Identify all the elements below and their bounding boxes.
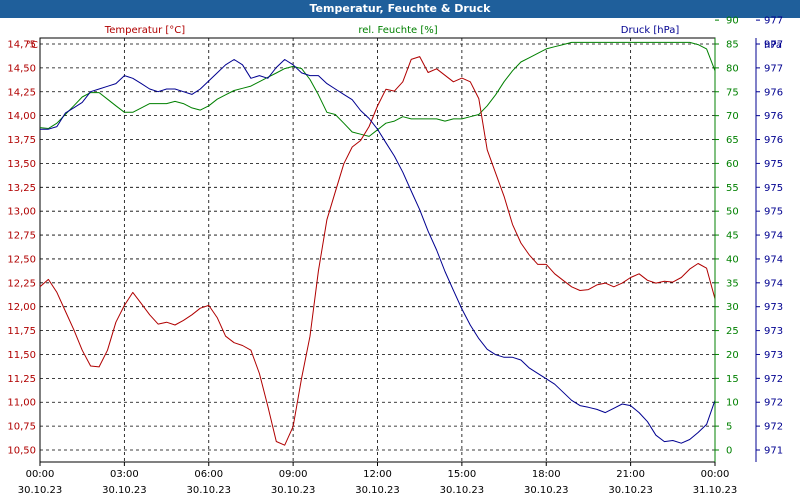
temperature-tick-label: 12,00 (7, 302, 36, 313)
pressure-tick-label: 972 (764, 374, 783, 385)
humidity-tick-label: 20 (726, 350, 739, 361)
humidity-tick-label: 95 (726, 0, 739, 3)
pressure-tick-label: 971 (764, 446, 783, 457)
pressure-tick-label: 977 (764, 16, 783, 27)
temperature-tick-label: 12,25 (7, 278, 36, 289)
x-tick-label-date: 31.10.23 (693, 485, 738, 496)
temperature-tick-label: 11,50 (7, 350, 36, 361)
temperature-tick-label: 12,50 (7, 254, 36, 265)
pressure-tick-label: 973 (764, 302, 783, 313)
humidity-tick-label: 85 (726, 40, 739, 51)
x-tick-label-date: 30.10.23 (271, 485, 316, 496)
humidity-tick-label: 90 (726, 16, 739, 27)
temperature-tick-label: 13,00 (7, 207, 36, 218)
temperature-tick-label: 10,50 (7, 446, 36, 457)
pressure-tick-label: 974 (764, 231, 783, 242)
x-tick-label-date: 30.10.23 (608, 485, 653, 496)
humidity-tick-label: 0 (726, 446, 732, 457)
humidity-tick-label: 65 (726, 135, 739, 146)
humidity-tick-label: 15 (726, 374, 739, 385)
pressure-tick-label: 973 (764, 326, 783, 337)
temperature-tick-label: 11,75 (7, 326, 36, 337)
pressure-tick-label: 972 (764, 422, 783, 433)
pressure-tick-label: 974 (764, 278, 783, 289)
x-tick-label-time: 09:00 (279, 469, 308, 480)
humidity-tick-label: 55 (726, 183, 739, 194)
series-line-temperature (39, 56, 716, 446)
chart-title: Temperatur, Feuchte & Druck (0, 0, 800, 18)
temperature-tick-label: 14,00 (7, 111, 36, 122)
x-tick-label-time: 15:00 (447, 469, 476, 480)
x-tick-label-time: 03:00 (110, 469, 139, 480)
pressure-tick-label: 972 (764, 398, 783, 409)
temperature-tick-label: 14,25 (7, 87, 36, 98)
pressure-tick-label: 973 (764, 350, 783, 361)
x-tick-label-time: 00:00 (26, 469, 55, 480)
x-tick-label-date: 30.10.23 (18, 485, 63, 496)
pressure-tick-label: 975 (764, 183, 783, 194)
temperature-tick-label: 11,00 (7, 398, 36, 409)
x-tick-label-date: 30.10.23 (524, 485, 569, 496)
humidity-tick-label: 30 (726, 302, 739, 313)
temperature-tick-label: 14,75 (7, 40, 36, 51)
humidity-axis-label: rel. Feuchte [%] (358, 25, 437, 36)
temperature-tick-label: 10,75 (7, 422, 36, 433)
x-tick-label-time: 12:00 (363, 469, 392, 480)
humidity-tick-label: 80 (726, 63, 739, 74)
pressure-tick-label: 976 (764, 111, 783, 122)
temperature-axis-unit: °C (26, 40, 38, 51)
series-layer (39, 41, 716, 446)
pressure-tick-label: 976 (764, 87, 783, 98)
x-tick-label-date: 30.10.23 (186, 485, 231, 496)
humidity-tick-label: 40 (726, 254, 739, 265)
pressure-axis-unit: hPa (764, 40, 782, 51)
temperature-tick-label: 14,50 (7, 63, 36, 74)
temperature-tick-label: 11,25 (7, 374, 36, 385)
humidity-tick-label: 75 (726, 87, 739, 98)
temperature-axis-label: Temperatur [°C] (104, 25, 185, 36)
axes: 00:00 30.10.23 03:00 30.10.23 06:00 30.10.23 0… (7, 0, 783, 496)
series-line-pressure (40, 59, 716, 444)
humidity-tick-label: 50 (726, 207, 739, 218)
temperature-tick-label: 13,75 (7, 135, 36, 146)
humidity-tick-label: 10 (726, 398, 739, 409)
humidity-tick-label: 70 (726, 111, 739, 122)
temperature-tick-label: 12,75 (7, 231, 36, 242)
x-tick-label-time: 06:00 (194, 469, 223, 480)
pressure-tick-label: 977 (764, 40, 783, 51)
pressure-axis-label: Druck [hPa] (621, 25, 680, 36)
pressure-tick-label: 976 (764, 135, 783, 146)
x-tick-label-time: 00:00 (701, 469, 730, 480)
pressure-tick-label: 975 (764, 207, 783, 218)
pressure-tick-label: 978 (764, 0, 783, 3)
pressure-tick-label: 974 (764, 254, 783, 265)
x-tick-label-time: 21:00 (616, 469, 645, 480)
humidity-tick-label: 45 (726, 231, 739, 242)
x-tick-label-date: 30.10.23 (355, 485, 400, 496)
x-tick-label-date: 30.10.23 (102, 485, 147, 496)
temperature-tick-label: 13,25 (7, 183, 36, 194)
humidity-tick-label: 25 (726, 326, 739, 337)
humidity-tick-label: 60 (726, 159, 739, 170)
pressure-tick-label: 975 (764, 159, 783, 170)
x-tick-label-time: 18:00 (532, 469, 561, 480)
grid (40, 38, 715, 462)
x-tick-label-date: 30.10.23 (440, 485, 485, 496)
pressure-tick-label: 977 (764, 63, 783, 74)
humidity-tick-label: 5 (726, 422, 732, 433)
humidity-tick-label: 35 (726, 278, 739, 289)
temperature-tick-label: 13,50 (7, 159, 36, 170)
